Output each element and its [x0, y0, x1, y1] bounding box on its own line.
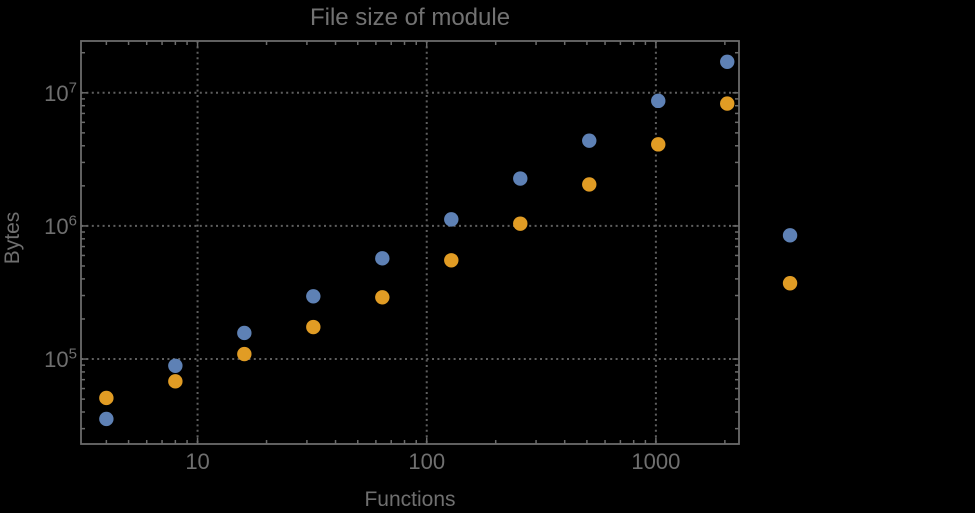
data-point-orange: [782, 276, 798, 291]
x-tick-label: 100: [408, 449, 445, 474]
data-point-orange: [444, 253, 459, 268]
data-point-blue: [375, 251, 390, 266]
data-point-blue: [513, 171, 528, 186]
data-point-orange: [237, 346, 252, 362]
data-point-blue: [237, 325, 252, 341]
y-axis-label: Bytes: [1, 211, 24, 265]
data-point-blue: [99, 411, 114, 427]
data-point-blue: [444, 212, 459, 227]
data-point-orange: [720, 96, 735, 111]
data-point-blue: [782, 228, 798, 243]
data-point-blue: [651, 93, 666, 109]
x-tick-label: 1000: [631, 449, 680, 474]
data-point-orange: [651, 137, 666, 152]
y-tick-label: 107: [44, 79, 77, 106]
y-tick-label: 106: [44, 212, 77, 239]
plot-frame: [80, 40, 740, 445]
data-point-orange: [375, 290, 390, 305]
chart-title: File size of module: [309, 4, 511, 31]
data-point-blue: [582, 133, 597, 148]
data-point-orange: [99, 390, 114, 406]
x-axis-label: Functions: [364, 488, 456, 511]
data-point-orange: [306, 319, 321, 335]
data-point-blue: [168, 358, 183, 373]
y-tick-label: 105: [44, 346, 77, 373]
data-point-orange: [168, 374, 183, 389]
data-point-orange: [582, 177, 597, 192]
data-point-orange: [513, 216, 528, 231]
data-point-blue: [306, 289, 321, 304]
x-tick-label: 10: [185, 449, 209, 474]
data-point-blue: [720, 54, 735, 69]
